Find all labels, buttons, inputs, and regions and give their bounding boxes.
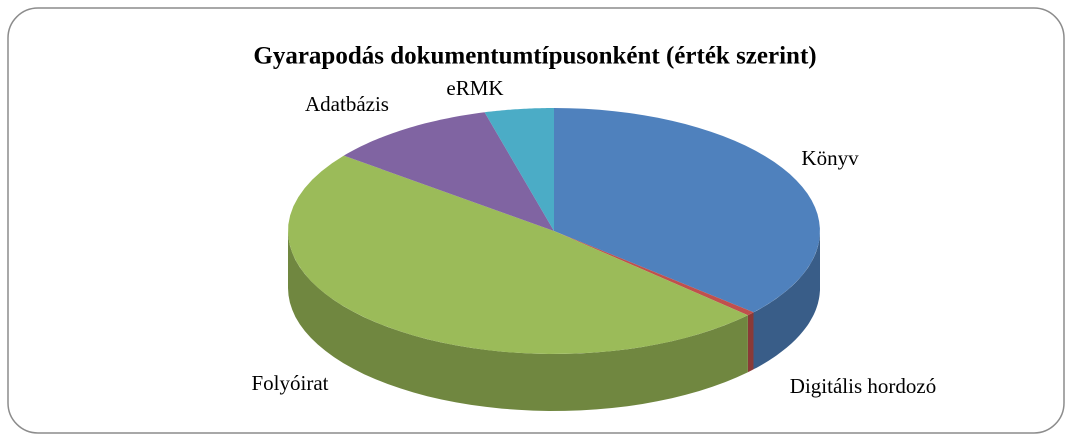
slice-label: Digitális hordozó — [790, 374, 936, 398]
slice-label: Könyv — [801, 146, 859, 170]
slice-side — [747, 312, 754, 373]
slice — [343, 112, 554, 231]
slice — [288, 155, 748, 354]
slice — [484, 108, 554, 231]
slice — [554, 231, 754, 316]
chart-title: Gyarapodás dokumentumtípusonként (érték … — [253, 43, 816, 70]
slice-label: Folyóirat — [252, 371, 329, 395]
slice-side — [288, 231, 748, 411]
slice-label: eRMK — [446, 76, 503, 100]
slice — [554, 108, 820, 313]
slice-label: Adatbázis — [305, 92, 389, 116]
slice-side — [753, 231, 820, 370]
